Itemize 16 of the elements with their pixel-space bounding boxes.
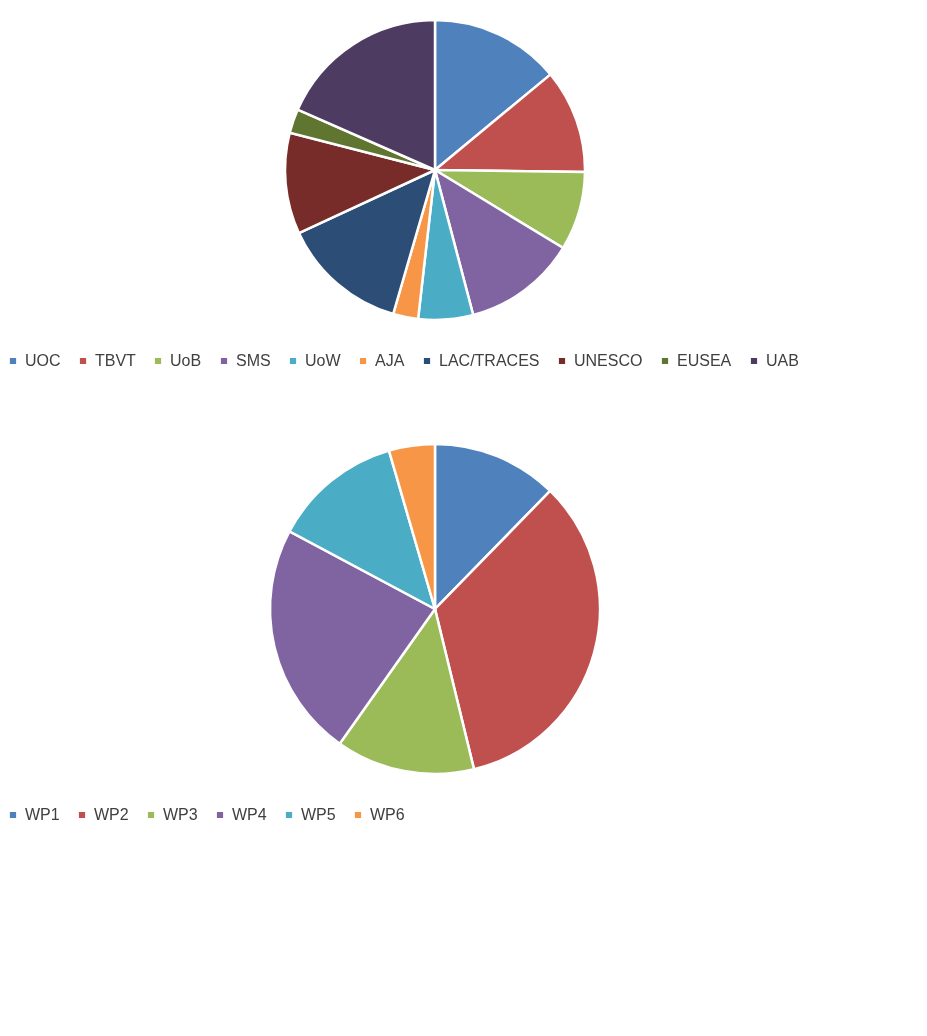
legend-label: WP3 — [163, 806, 198, 823]
legend-label: WP4 — [232, 806, 267, 823]
legend-label: AJA — [375, 352, 405, 369]
legend-label: WP1 — [25, 806, 60, 823]
legend-label: UNESCO — [574, 352, 643, 369]
legend-label: TBVT — [95, 352, 137, 369]
legend-label: WP6 — [370, 806, 405, 823]
legend-label: UoB — [170, 352, 202, 369]
legend-label: WP2 — [94, 806, 129, 823]
legend-label: EUSEA — [677, 352, 732, 369]
legend-label: UoW — [305, 352, 342, 369]
legend-label: WP5 — [301, 806, 336, 823]
legend-label: SMS — [236, 352, 271, 369]
legend-label: LAC/TRACES — [439, 352, 540, 369]
legend-label: UOC — [25, 352, 61, 369]
legend-label: UAB — [766, 352, 799, 369]
